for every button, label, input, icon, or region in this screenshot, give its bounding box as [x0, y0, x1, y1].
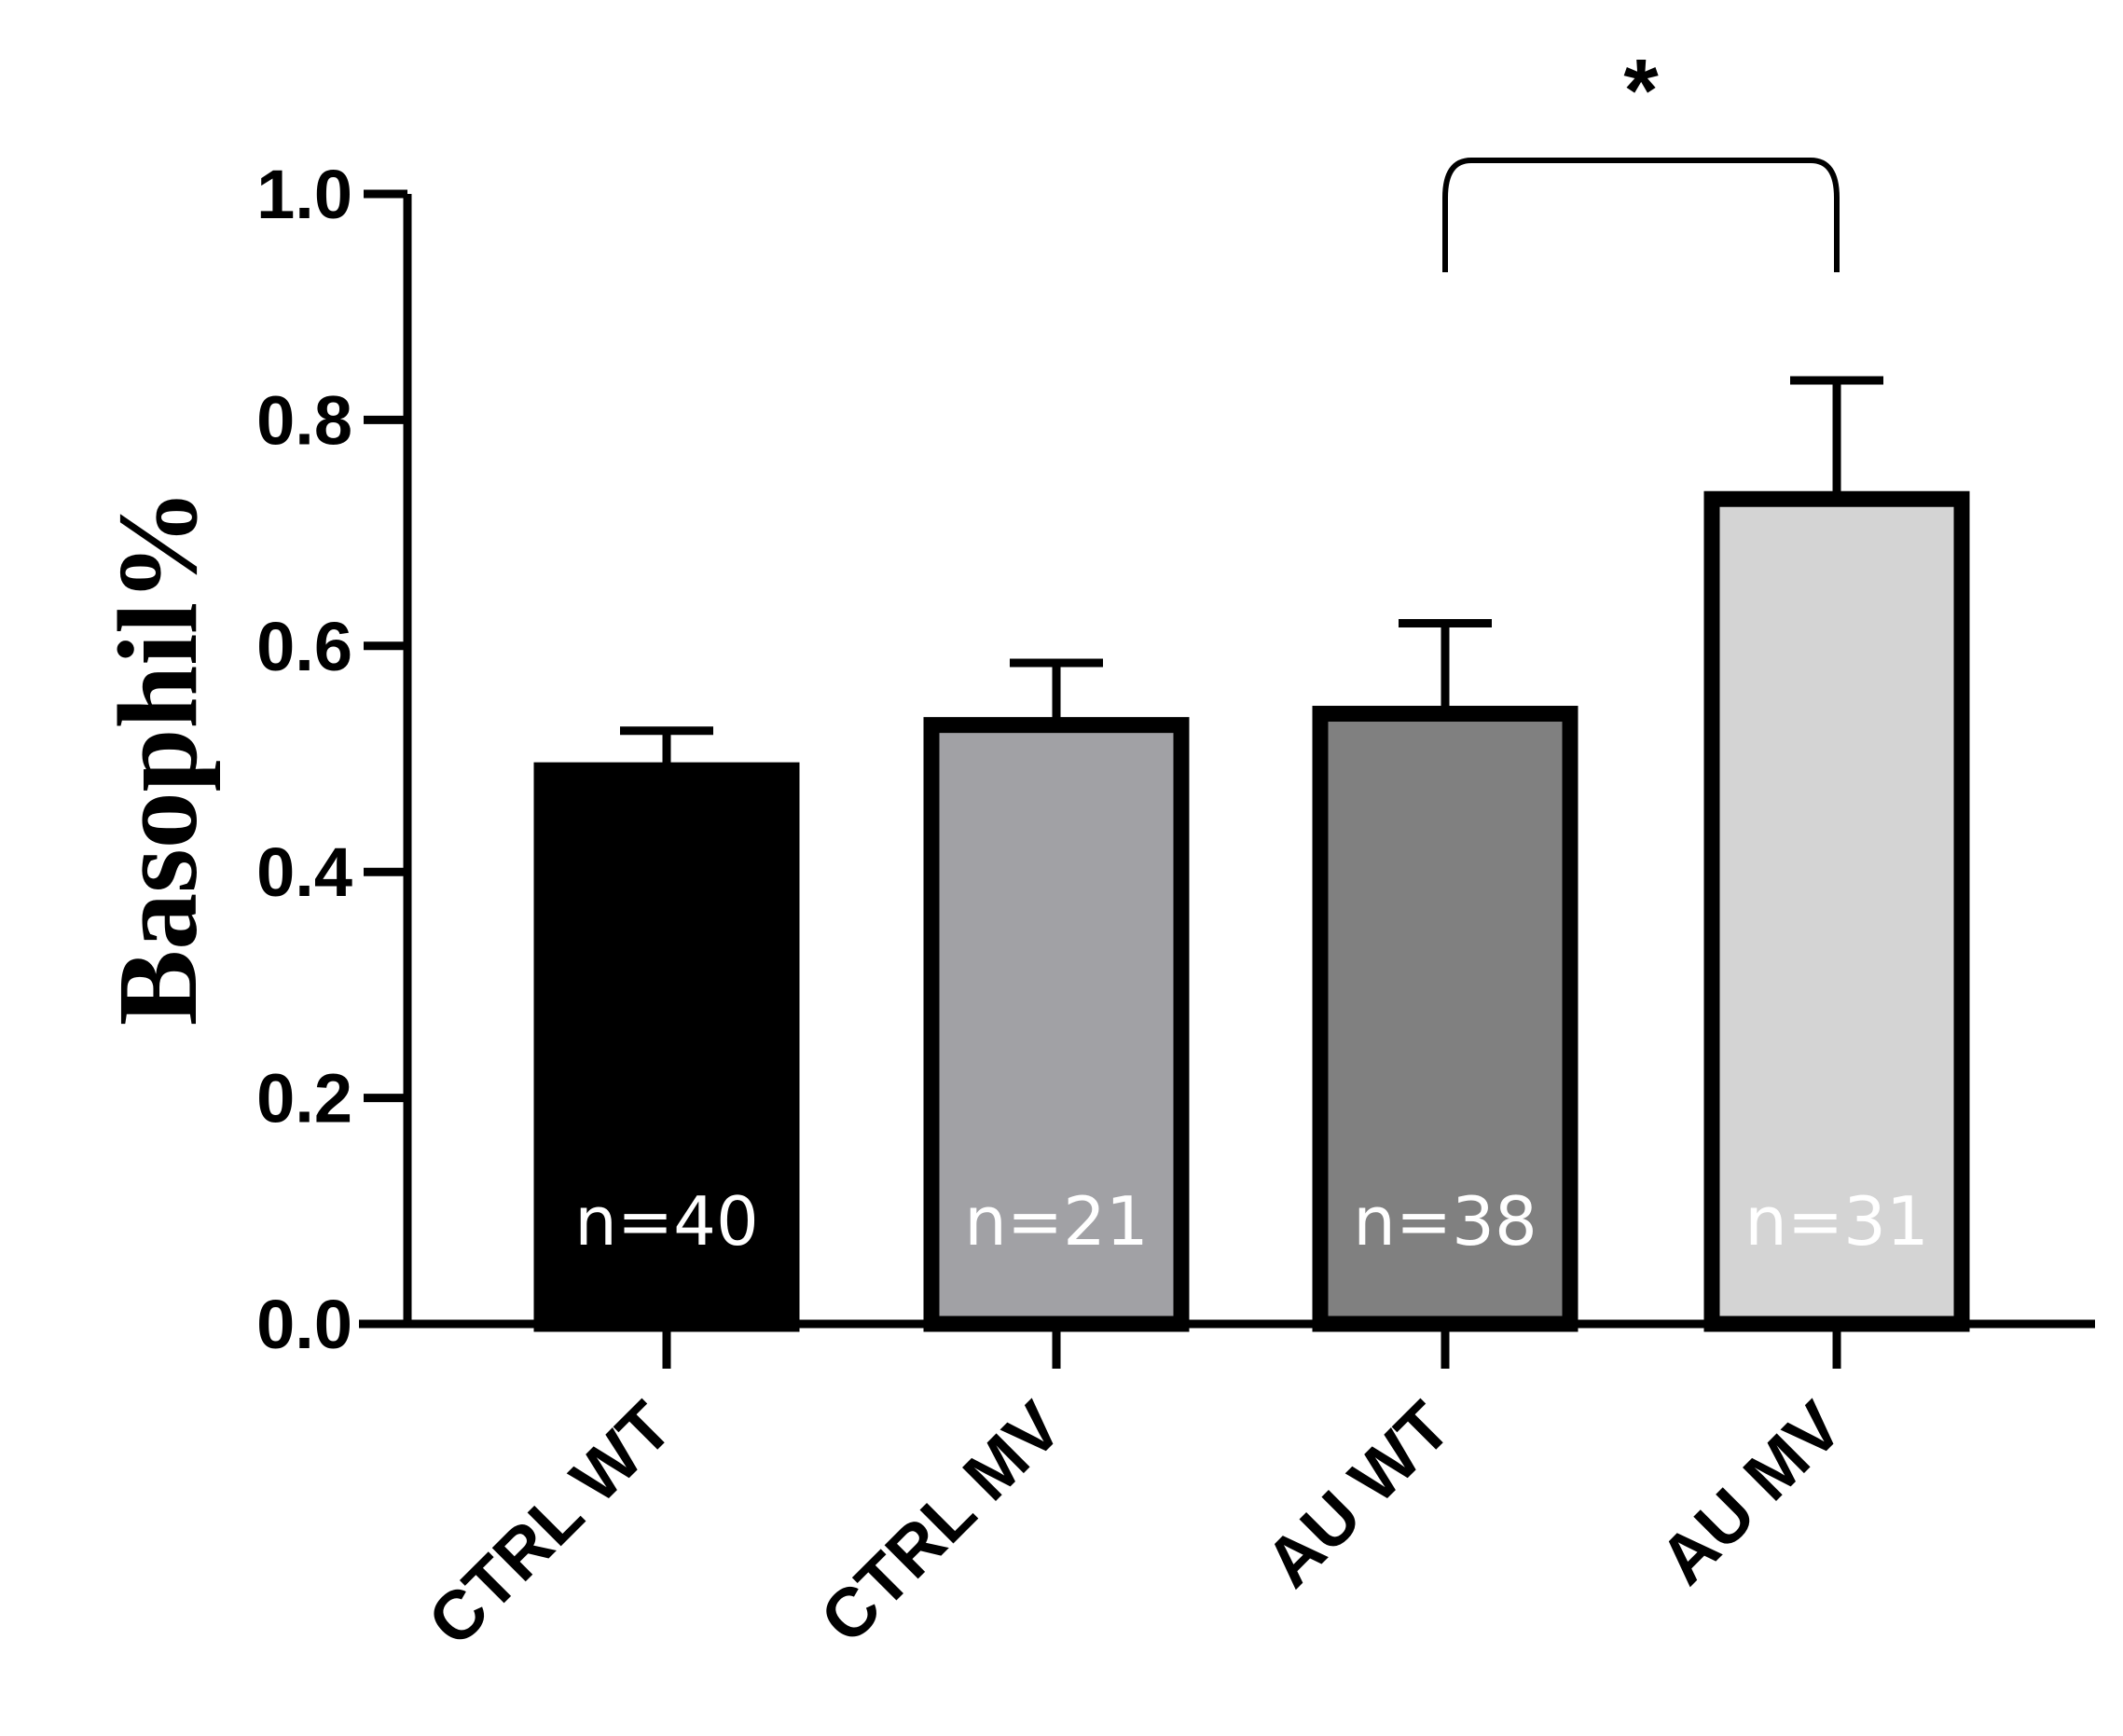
y-tick-label: 1.0	[256, 156, 352, 233]
significance-bracket: *	[1442, 41, 1840, 272]
sample-size-label: n=21	[964, 1182, 1149, 1261]
bar	[1312, 706, 1578, 1332]
y-tick-label: 0.2	[256, 1060, 352, 1137]
sample-size-label: n=38	[1353, 1182, 1537, 1261]
y-axis-ticks: 0.0 0.2 0.4 0.6 0.8 1.0	[256, 156, 407, 1363]
sample-size-label: n=40	[574, 1182, 759, 1261]
x-tick-label: CTRL MV	[806, 1387, 1076, 1658]
error-bars	[620, 376, 1883, 771]
x-tick-label: AU MV	[1645, 1387, 1856, 1599]
y-tick-label: 0.6	[256, 608, 352, 685]
axes	[359, 194, 2095, 1329]
y-axis-label: Basophil%	[95, 489, 221, 1026]
x-tick-label: AU WT	[1250, 1387, 1465, 1602]
significance-bracket-line	[1442, 158, 1840, 272]
y-tick-label: 0.4	[256, 834, 352, 911]
y-tick-label: 0.0	[256, 1286, 352, 1363]
x-axis-ticks: CTRL WT CTRL MV AU WT AU MV	[413, 1324, 1856, 1660]
significance-star: *	[1623, 41, 1659, 141]
x-tick-label: CTRL WT	[413, 1387, 686, 1660]
bar	[923, 717, 1190, 1332]
sample-size-labels: n=40 n=21 n=38 n=31	[574, 1182, 1929, 1261]
y-tick-label: 0.8	[256, 381, 352, 459]
sample-size-label: n=31	[1744, 1182, 1929, 1261]
